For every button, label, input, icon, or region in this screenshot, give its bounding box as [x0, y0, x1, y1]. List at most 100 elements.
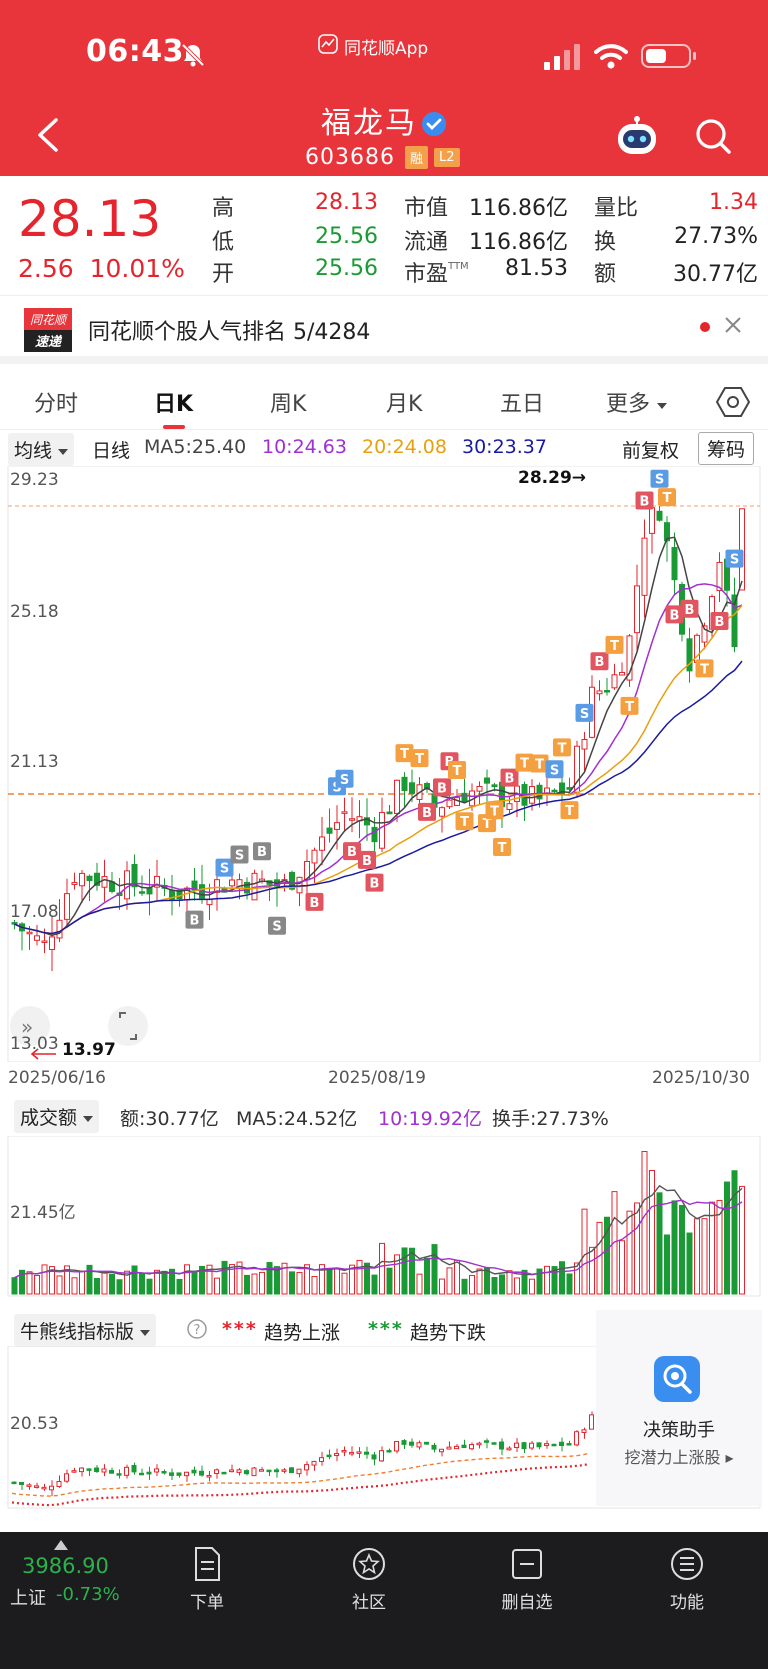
signal-marker-t [560, 801, 579, 820]
ind-candle-body [259, 1469, 264, 1472]
indicator-select[interactable]: 均线 [8, 433, 75, 466]
volume-bar [394, 1254, 400, 1295]
nav-functions-label: 功能 [670, 1593, 704, 1613]
margin-tag: 融 [404, 145, 428, 169]
ttm-label: TTM [448, 261, 469, 272]
robot-assistant-icon[interactable] [614, 116, 660, 156]
tab-five-day[interactable]: 五日 [500, 392, 545, 417]
close-icon[interactable] [722, 314, 744, 336]
volume-bar [176, 1278, 183, 1295]
kline-chart[interactable]: BSSBSBSSBBBTTBBBTTTTTBTTSTTSBTTBSTBBTBS … [0, 466, 768, 1062]
volume-bar [491, 1276, 498, 1295]
ma20-label: 20:24.08 [362, 436, 447, 458]
nav-order-label: 下单 [190, 1593, 224, 1613]
nav-functions[interactable]: 功能 [642, 1546, 732, 1613]
candle-body [334, 822, 340, 830]
candle-body [394, 779, 400, 814]
ind-candle-body [139, 1472, 144, 1476]
trend-down-label: 趋势下跌 [410, 1322, 487, 1344]
ind-candle-body [214, 1469, 219, 1474]
nav-remove-watchlist[interactable]: 删自选 [482, 1546, 572, 1613]
candle-body [341, 811, 348, 814]
signal-marker-b [253, 842, 271, 861]
volume-select[interactable]: 成交额 [14, 1100, 100, 1133]
signal-marker-b [590, 652, 609, 671]
ma30-line [14, 660, 743, 935]
candle-body [671, 547, 678, 581]
volume-bar [731, 1170, 738, 1295]
signal-text: B [670, 608, 680, 623]
volume-ma10: 10:19.92亿 [378, 1108, 482, 1130]
turnover-label: 换 [594, 230, 617, 255]
volume-bar [724, 1181, 730, 1295]
tab-weekly-k[interactable]: 周K [270, 392, 307, 417]
signal-text: T [400, 747, 409, 762]
signal-text: B [685, 603, 695, 618]
stock-code: 603686 [305, 144, 395, 170]
volume-bar [409, 1247, 415, 1295]
search-icon[interactable] [694, 116, 732, 156]
candle-body [634, 585, 640, 634]
price-adjust-label[interactable]: 前复权 [622, 440, 680, 462]
signal-marker-t [493, 838, 511, 857]
volume-bar [686, 1232, 693, 1295]
volume-bar [679, 1204, 685, 1295]
ind-candle-body [26, 1484, 32, 1487]
ind-candle-body [364, 1451, 369, 1455]
candle-body [364, 817, 370, 826]
bull-bear-select[interactable]: 牛熊线指标版 [14, 1314, 157, 1347]
signal-text: T [415, 752, 424, 767]
volume-bar [221, 1260, 228, 1295]
ind-candle-body [521, 1442, 527, 1450]
caret-down-icon [657, 403, 668, 409]
signal-text: B [640, 495, 650, 510]
candle-body [49, 936, 55, 951]
signal-marker-s [545, 760, 564, 779]
nav-community[interactable]: 社区 [324, 1546, 414, 1613]
community-star-icon [353, 1548, 385, 1580]
wifi-icon [594, 44, 628, 69]
expand-up-icon[interactable] [54, 1540, 68, 1550]
signal-text: S [340, 773, 349, 788]
signal-marker-t [448, 761, 466, 780]
volume-bar [169, 1268, 175, 1295]
settings-hex-icon[interactable] [716, 386, 750, 418]
tab-daily-k[interactable]: 日K [154, 392, 194, 417]
tab-more[interactable]: 更多 [606, 386, 668, 418]
volume-bar [716, 1199, 723, 1295]
signal-marker-b [358, 850, 376, 869]
help-icon[interactable]: ? [186, 1318, 208, 1340]
amount-value: 30.77亿 [673, 262, 758, 287]
candle-body [101, 876, 108, 888]
signal-marker-t [410, 749, 429, 768]
popularity-banner[interactable]: 同花顺 速递 同花顺个股人气排名 5/4284 [0, 298, 768, 364]
signal-text: T [565, 804, 574, 819]
volume-bar [49, 1266, 55, 1295]
chip-distribution-button[interactable]: 筹码 [698, 432, 755, 465]
nav-order[interactable]: 下单 [162, 1546, 252, 1613]
volume-chart[interactable] [0, 1136, 768, 1298]
volume-bar [146, 1278, 153, 1295]
volume-bar [349, 1264, 355, 1295]
y-label-2: 25.18 [10, 602, 59, 622]
stock-name: 福龙马 [321, 106, 417, 141]
ind-candle-body [236, 1469, 242, 1473]
period-tabs: 分时 日K 周K 月K 五日 更多 [0, 372, 768, 430]
ind-candle-body [229, 1469, 234, 1473]
active-tab-indicator [163, 425, 185, 429]
tab-monthly-k[interactable]: 月K [386, 392, 423, 417]
volume-bar [274, 1266, 280, 1295]
tab-intraday[interactable]: 分时 [34, 392, 79, 417]
decision-assistant-card[interactable]: 决策助手 挖潜力上涨股 ▸ [596, 1310, 762, 1506]
volume-bar [319, 1264, 325, 1295]
ind-candle-body [529, 1442, 534, 1449]
volume-bar [446, 1267, 453, 1295]
ind-candle-body [574, 1431, 579, 1446]
date-end: 2025/10/30 [652, 1068, 750, 1088]
index-value[interactable]: 3986.90 [22, 1554, 109, 1578]
ind-candle-body [431, 1444, 437, 1450]
signal-text: T [610, 639, 619, 654]
ind-candle-body [94, 1467, 99, 1472]
volume-bar [431, 1244, 438, 1295]
back-icon[interactable] [34, 116, 62, 154]
